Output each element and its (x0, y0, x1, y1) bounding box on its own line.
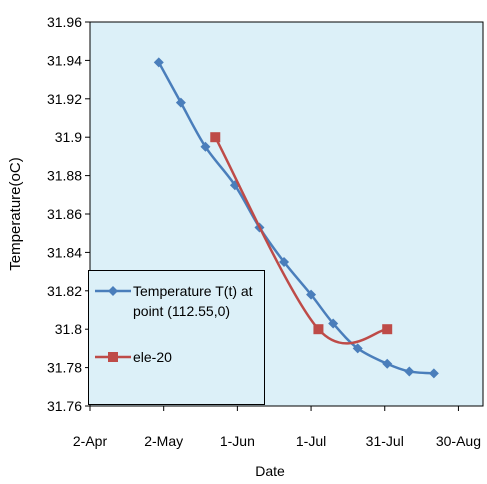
marker (428, 368, 439, 379)
x-tick-label: 30-Aug (436, 433, 481, 449)
marker (313, 324, 324, 335)
marker (108, 286, 118, 296)
x-tick-label: 1-Jun (220, 433, 255, 449)
y-tick-label: 31.9 (55, 129, 82, 145)
marker (404, 366, 415, 377)
marker (382, 358, 393, 369)
y-tick-label: 31.92 (47, 91, 82, 107)
y-tick-label: 31.88 (47, 168, 82, 184)
y-tick-label: 31.96 (47, 14, 82, 30)
marker (210, 132, 221, 143)
marker (200, 141, 211, 152)
x-tick-label: 2-May (144, 433, 183, 449)
legend-label: Temperature T(t) at point (112.55,0) (133, 283, 253, 319)
legend-entry: Temperature T(t) at point (112.55,0) (93, 281, 263, 321)
y-tick-label: 31.76 (47, 398, 82, 414)
marker (153, 57, 164, 68)
legend: Temperature T(t) at point (112.55,0) ele-… (88, 270, 265, 405)
marker (306, 289, 317, 300)
legend-entry: ele-20 (93, 347, 263, 367)
marker (382, 324, 393, 335)
x-tick-label: 31-Jul (366, 433, 404, 449)
legend-swatch (95, 352, 131, 362)
legend-swatch (95, 286, 131, 296)
legend-label: ele-20 (133, 349, 172, 365)
y-tick-label: 31.84 (47, 244, 82, 260)
y-tick-label: 31.86 (47, 206, 82, 222)
x-tick-label: 2-Apr (73, 433, 108, 449)
y-tick-label: 31.94 (47, 52, 82, 68)
marker (328, 318, 339, 329)
marker (279, 257, 290, 267)
series-line (214, 136, 388, 345)
y-tick-label: 31.82 (47, 283, 82, 299)
x-axis-label: Date (255, 463, 285, 479)
marker (352, 343, 363, 354)
y-tick-label: 31.8 (55, 321, 82, 337)
x-tick-label: 1-Jul (296, 433, 326, 449)
y-axis-label: Temperature(oC) (7, 157, 24, 270)
marker (108, 352, 118, 362)
marker (175, 97, 186, 108)
y-tick-label: 31.78 (47, 360, 82, 376)
